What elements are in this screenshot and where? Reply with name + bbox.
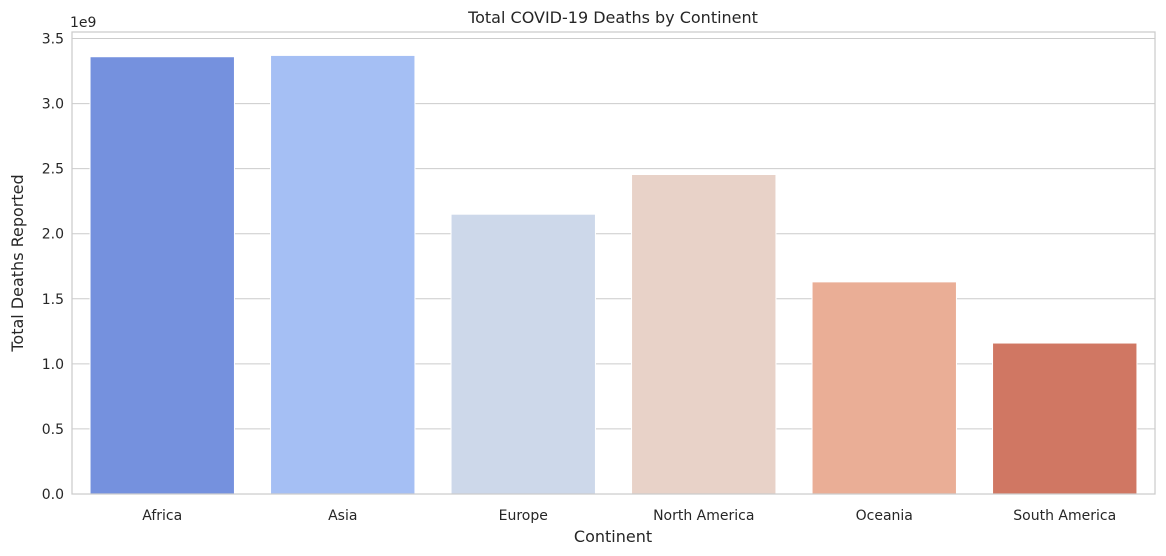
y-axis-offset-label: 1e9 — [70, 15, 96, 31]
x-tick-label: Asia — [328, 508, 357, 524]
bars — [89, 54, 1138, 495]
x-tick-label: North America — [653, 508, 754, 524]
y-tick-label: 3.0 — [42, 97, 64, 113]
y-tick-labels: 0.0 0.5 1.0 1.5 2.0 2.5 3.0 3.5 — [42, 32, 64, 503]
x-axis-label: Continent — [574, 527, 652, 546]
y-tick-label: 2.0 — [42, 227, 64, 243]
gridlines — [72, 38, 1155, 495]
bar-asia — [270, 54, 416, 495]
plot-frame — [71, 31, 1156, 495]
bar-south-america — [992, 342, 1138, 495]
bar-north-america — [631, 174, 777, 495]
y-tick-label: 3.5 — [42, 32, 64, 48]
y-tick-label: 1.0 — [42, 357, 64, 373]
y-axis-label: Total Deaths Reported — [8, 174, 27, 352]
bar-africa — [89, 56, 235, 495]
y-tick-label: 1.5 — [42, 292, 64, 308]
x-tick-label: South America — [1013, 508, 1116, 524]
bar-oceania — [811, 281, 957, 495]
bar-europe — [450, 213, 596, 495]
x-tick-label: Oceania — [856, 508, 913, 524]
x-tick-label: Europe — [499, 508, 548, 524]
y-tick-label: 2.5 — [42, 162, 64, 178]
x-tick-labels: Africa Asia Europe North America Oceania Sout… — [142, 508, 1116, 524]
chart-title: Total COVID-19 Deaths by Continent — [467, 8, 758, 27]
x-tick-label: Africa — [142, 508, 182, 524]
y-tick-label: 0.0 — [42, 487, 64, 503]
y-tick-label: 0.5 — [42, 422, 64, 438]
